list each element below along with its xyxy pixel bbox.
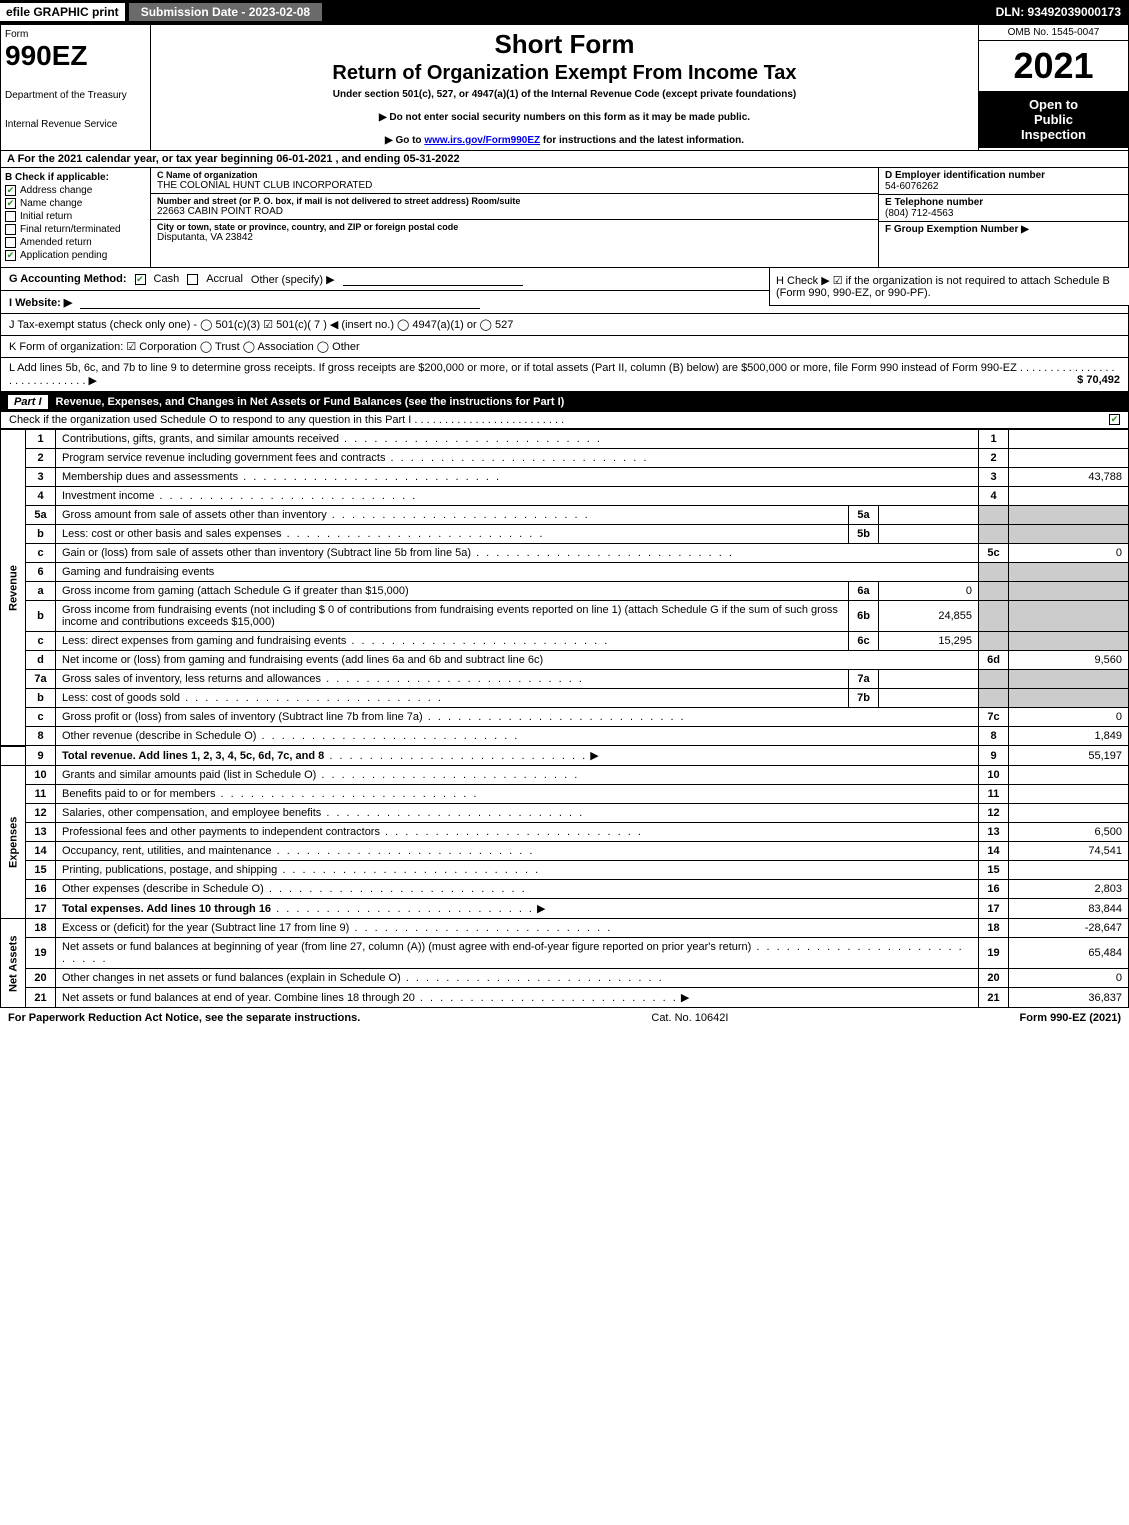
- line-2-value: [1009, 449, 1129, 468]
- line-7a-value: [879, 670, 979, 689]
- efile-print-label[interactable]: efile GRAPHIC print: [0, 3, 125, 21]
- submission-date-label: Submission Date - 2023-02-08: [129, 3, 322, 21]
- section-C-org-info: C Name of organization THE COLONIAL HUNT…: [151, 168, 878, 267]
- line-21-value: 36,837: [1009, 988, 1129, 1008]
- line-18-value: -28,647: [1009, 919, 1129, 938]
- part-I-title: Revenue, Expenses, and Changes in Net As…: [56, 396, 565, 408]
- line-L-gross-receipts: L Add lines 5b, 6c, and 7b to line 9 to …: [0, 358, 1129, 392]
- line-8-value: 1,849: [1009, 727, 1129, 746]
- line-6b-value: 24,855: [879, 601, 979, 632]
- line-12-value: [1009, 804, 1129, 823]
- line-14-value: 74,541: [1009, 842, 1129, 861]
- form-word: Form: [5, 29, 146, 40]
- instructions-link[interactable]: www.irs.gov/Form990EZ: [424, 135, 540, 146]
- dept-treasury: Department of the Treasury: [5, 90, 146, 101]
- group-exemption-label: F Group Exemption Number ▶: [885, 224, 1122, 235]
- line-13-value: 6,500: [1009, 823, 1129, 842]
- line-16-value: 2,803: [1009, 880, 1129, 899]
- checkbox-final-return[interactable]: [5, 224, 16, 235]
- ein-label: D Employer identification number: [885, 170, 1122, 181]
- header-mid: Short Form Return of Organization Exempt…: [151, 25, 978, 150]
- part-I-lines-table: Revenue 1 Contributions, gifts, grants, …: [0, 429, 1129, 1008]
- form-note-link: ▶ Go to www.irs.gov/Form990EZ for instru…: [159, 135, 970, 146]
- form-title-1: Short Form: [159, 29, 970, 60]
- line-17-value: 83,844: [1009, 899, 1129, 919]
- section-DEF: D Employer identification number 54-6076…: [878, 168, 1128, 267]
- checkbox-initial-return[interactable]: [5, 211, 16, 222]
- checkbox-address-change[interactable]: [5, 185, 16, 196]
- form-title-2: Return of Organization Exempt From Incom…: [159, 62, 970, 85]
- city-value: Disputanta, VA 23842: [157, 232, 872, 243]
- line-6d-value: 9,560: [1009, 651, 1129, 670]
- line-1-value: [1009, 430, 1129, 449]
- other-specify-field[interactable]: [343, 272, 523, 286]
- line-5a-value: [879, 506, 979, 525]
- part-I-scheduleO-check: Check if the organization used Schedule …: [0, 412, 1129, 429]
- line-A-tax-year: A For the 2021 calendar year, or tax yea…: [0, 151, 1129, 168]
- expenses-side-label: Expenses: [1, 766, 26, 919]
- gross-receipts-amount: $ 70,492: [1077, 374, 1120, 386]
- checkbox-accrual[interactable]: [187, 274, 198, 285]
- page-footer: For Paperwork Reduction Act Notice, see …: [0, 1008, 1129, 1028]
- part-I-label: Part I: [8, 395, 48, 409]
- revenue-side-label: Revenue: [1, 430, 26, 746]
- section-B-header: B Check if applicable:: [5, 172, 146, 183]
- checkbox-name-change[interactable]: [5, 198, 16, 209]
- header-left: Form 990EZ Department of the Treasury In…: [1, 25, 151, 150]
- line-19-value: 65,484: [1009, 938, 1129, 969]
- website-field[interactable]: [80, 295, 480, 309]
- top-bar: efile GRAPHIC print Submission Date - 20…: [0, 0, 1129, 24]
- section-B-checkboxes: B Check if applicable: Address change Na…: [1, 168, 151, 267]
- line-5b-value: [879, 525, 979, 544]
- org-name-value: THE COLONIAL HUNT CLUB INCORPORATED: [157, 180, 872, 191]
- line-7c-value: 0: [1009, 708, 1129, 727]
- checkbox-schedule-o[interactable]: [1109, 414, 1120, 425]
- form-number: 990EZ: [5, 40, 146, 72]
- form-note-ssn: ▶ Do not enter social security numbers o…: [159, 112, 970, 123]
- info-grid: B Check if applicable: Address change Na…: [0, 168, 1129, 268]
- line-15-value: [1009, 861, 1129, 880]
- form-header: Form 990EZ Department of the Treasury In…: [0, 24, 1129, 151]
- checkbox-amended-return[interactable]: [5, 237, 16, 248]
- footer-paperwork-notice: For Paperwork Reduction Act Notice, see …: [8, 1012, 360, 1024]
- checkbox-cash[interactable]: [135, 274, 146, 285]
- line-10-value: [1009, 766, 1129, 785]
- line-6a-value: 0: [879, 582, 979, 601]
- omb-number: OMB No. 1545-0047: [979, 25, 1128, 41]
- org-name-label: C Name of organization: [157, 170, 872, 180]
- footer-cat-no: Cat. No. 10642I: [651, 1012, 728, 1024]
- line-6c-value: 15,295: [879, 632, 979, 651]
- line-7b-value: [879, 689, 979, 708]
- tax-year: 2021: [979, 41, 1128, 91]
- line-3-value: 43,788: [1009, 468, 1129, 487]
- net-assets-side-label: Net Assets: [1, 919, 26, 1008]
- line-H-schedule-b: H Check ▶ ☑ if the organization is not r…: [769, 268, 1129, 306]
- telephone-value: (804) 712-4563: [885, 208, 1122, 219]
- line-11-value: [1009, 785, 1129, 804]
- line-4-value: [1009, 487, 1129, 506]
- checkbox-application-pending[interactable]: [5, 250, 16, 261]
- dept-irs: Internal Revenue Service: [5, 119, 146, 130]
- part-I-header: Part I Revenue, Expenses, and Changes in…: [0, 392, 1129, 412]
- telephone-label: E Telephone number: [885, 197, 1122, 208]
- ein-value: 54-6076262: [885, 181, 1122, 192]
- header-right: OMB No. 1545-0047 2021 Open to Public In…: [978, 25, 1128, 150]
- street-value: 22663 CABIN POINT ROAD: [157, 206, 872, 217]
- line-9-value: 55,197: [1009, 746, 1129, 766]
- city-label: City or town, state or province, country…: [157, 222, 872, 232]
- street-label: Number and street (or P. O. box, if mail…: [157, 196, 872, 206]
- line-J-tax-exempt-status: J Tax-exempt status (check only one) - ◯…: [0, 314, 1129, 336]
- line-5c-value: 0: [1009, 544, 1129, 563]
- footer-form-ref: Form 990-EZ (2021): [1020, 1012, 1121, 1024]
- line-20-value: 0: [1009, 969, 1129, 988]
- line-K-form-of-organization: K Form of organization: ☑ Corporation ◯ …: [0, 336, 1129, 358]
- form-subnote: Under section 501(c), 527, or 4947(a)(1)…: [159, 89, 970, 100]
- dln-label: DLN: 93492039000173: [988, 3, 1129, 21]
- open-to-public-inspection: Open to Public Inspection: [979, 91, 1128, 148]
